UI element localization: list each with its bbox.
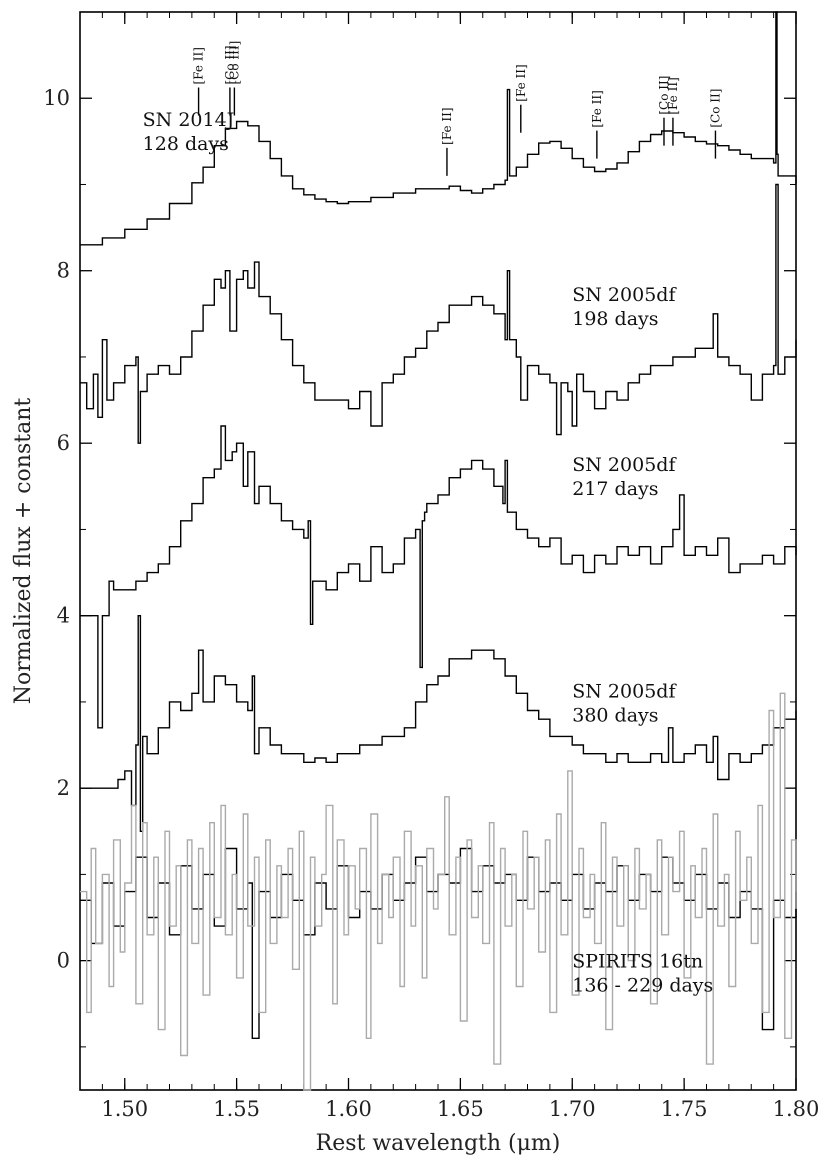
series-label: SN 2005df <box>572 681 677 703</box>
line-id-label: [Fe II] <box>590 90 604 127</box>
series-line-5 <box>80 692 797 1091</box>
x-tick-label: 1.65 <box>437 1097 484 1121</box>
series-line-2 <box>80 425 797 729</box>
x-tick-label: 1.60 <box>325 1097 372 1121</box>
x-tick-label: 1.80 <box>773 1097 820 1121</box>
line-id-label: [Fe II] <box>192 47 206 84</box>
series-line-0 <box>80 11 797 246</box>
series-sublabel: 380 days <box>572 705 658 727</box>
y-tick-label: 8 <box>57 259 70 283</box>
series-label: SPIRITS 16tn <box>572 951 703 973</box>
series-sublabel: 136 - 229 days <box>572 975 713 997</box>
series-line-1 <box>80 183 797 444</box>
x-axis-title: Rest wavelength (μm) <box>316 1131 561 1156</box>
x-tick-label: 1.50 <box>101 1097 148 1121</box>
series-layer <box>80 11 797 1091</box>
series-label: SN 2014J <box>143 109 235 131</box>
series-line-3 <box>80 615 797 832</box>
y-axis-title: Normalized flux + constant <box>11 398 36 705</box>
axis-ticks: 1.50 1.55 1.60 1.65 1.70 1.75 1.80 0 2 4 6 8 10 <box>43 11 820 1121</box>
y-tick-label: 10 <box>43 86 70 110</box>
y-tick-label: 6 <box>57 431 70 455</box>
line-id-label: [Fe II] <box>440 107 454 144</box>
line-id-layer: [Fe II] [Co II][Co III][Fe II][Fe II][Fe … <box>192 41 722 176</box>
y-tick-label: 2 <box>57 776 70 800</box>
line-id-label: [Co II] <box>708 89 722 128</box>
line-id-label: [Co II] <box>657 76 671 115</box>
y-tick-label: 0 <box>57 949 70 973</box>
line-id-label: [Co II] <box>223 45 237 84</box>
series-label: SN 2005df <box>572 284 677 306</box>
y-tick-label: 4 <box>57 604 70 628</box>
series-sublabel: 217 days <box>572 478 658 500</box>
series-sublabel: 128 days <box>143 133 229 155</box>
series-sublabel: 198 days <box>572 308 658 330</box>
x-tick-label: 1.75 <box>661 1097 708 1121</box>
line-id-label: [Fe II] <box>514 64 528 101</box>
line-id-label: [Fe II] <box>666 77 680 114</box>
x-tick-label: 1.55 <box>213 1097 260 1121</box>
series-label: SN 2005df <box>572 454 677 476</box>
x-tick-label: 1.70 <box>549 1097 596 1121</box>
line-id-label: [Co III] <box>227 41 241 85</box>
